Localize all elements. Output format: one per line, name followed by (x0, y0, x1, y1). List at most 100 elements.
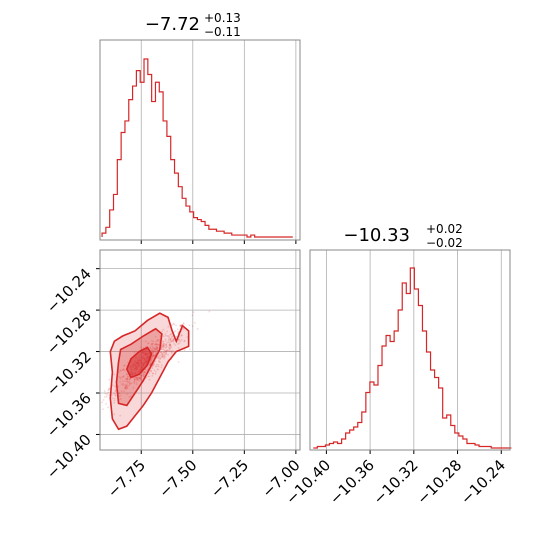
scatter-point (165, 342, 168, 344)
scatter-point (162, 342, 165, 345)
contour-outer-line (109, 312, 190, 431)
scatter-point (133, 378, 136, 381)
scatter-point (173, 323, 175, 326)
scatter-point (169, 338, 172, 341)
hist-1-frame (99, 39, 301, 241)
scatter-point (170, 337, 172, 340)
scatter-point (124, 369, 126, 372)
scatter-point (169, 333, 172, 336)
scatter-point (160, 348, 163, 351)
scatter-point (151, 339, 153, 342)
scatter-point (125, 373, 128, 375)
scatter-point (164, 334, 167, 337)
scatter-point (162, 346, 165, 349)
scatter-point (166, 349, 169, 352)
scatter-point (154, 365, 157, 368)
scatter-point (138, 377, 141, 380)
scatter-point (124, 384, 127, 387)
scatter-point (180, 334, 183, 337)
scatter-point (157, 359, 160, 362)
scatter-point (129, 382, 131, 385)
scatter-point (145, 340, 147, 343)
scatter-point (153, 343, 156, 346)
scatter-point (111, 384, 114, 387)
scatter-point (157, 368, 160, 371)
scatter-point (140, 374, 143, 377)
scatter-point (153, 350, 156, 353)
scatter-point (135, 378, 138, 381)
scatter-point (149, 345, 152, 348)
scatter-point (113, 373, 116, 376)
scatter-point (133, 351, 136, 354)
scatter-point (170, 333, 173, 335)
scatter-point (169, 339, 172, 342)
scatter-point (106, 392, 109, 395)
scatter-point (128, 384, 130, 387)
scatter-y-ticks: −10.24−10.28−10.32−10.36−10.40 (43, 265, 100, 483)
scatter-point (164, 351, 166, 354)
scatter-point (169, 343, 171, 346)
scatter-point (124, 377, 127, 380)
scatter-point (188, 324, 191, 327)
scatter-point (125, 388, 127, 390)
panel-hist-2: −10.33 +0.02 −0.02 −10.40−10.36−10.32−10… (282, 222, 512, 508)
scatter-point (119, 397, 122, 400)
scatter-point (126, 381, 129, 384)
scatter-point (166, 335, 169, 337)
scatter-point (151, 358, 154, 361)
scatter-point (169, 344, 172, 346)
scatter-point (128, 396, 131, 399)
scatter-point (161, 345, 163, 348)
scatter-point (121, 376, 124, 378)
scatter-point (140, 375, 143, 378)
scatter-point (156, 348, 159, 351)
scatter-point (106, 393, 108, 396)
scatter-point (113, 413, 116, 416)
scatter-point (103, 396, 106, 398)
scatter-y-tick-label: −10.28 (43, 306, 95, 358)
scatter-point (156, 346, 158, 348)
scatter-point (178, 338, 180, 341)
scatter-point (113, 397, 116, 400)
scatter-point (159, 354, 162, 357)
scatter-point (127, 380, 130, 383)
contour-inner-line (125, 346, 153, 379)
scatter-point (163, 354, 166, 357)
scatter-point (126, 384, 129, 387)
scatter-point (141, 374, 144, 377)
scatter-point (114, 394, 117, 397)
scatter-point (178, 335, 181, 338)
scatter-point (180, 334, 183, 337)
scatter-point (98, 387, 100, 389)
scatter-point (160, 366, 163, 369)
scatter-point (177, 339, 180, 342)
scatter-point (94, 396, 96, 398)
scatter-point (182, 328, 185, 330)
scatter-point (158, 360, 161, 363)
scatter-point (132, 386, 135, 389)
scatter-point (135, 376, 138, 379)
scatter-point (156, 343, 159, 346)
scatter-point (171, 339, 174, 342)
scatter-point (124, 387, 126, 390)
scatter-point (135, 381, 138, 384)
scatter-point (143, 370, 146, 373)
scatter-point (172, 340, 175, 343)
scatter-point (158, 340, 161, 343)
scatter-point (164, 339, 167, 342)
scatter-point (102, 408, 104, 411)
scatter-point (157, 355, 159, 358)
scatter-point (179, 324, 182, 327)
scatter-point (124, 387, 127, 389)
scatter-point (168, 341, 171, 344)
scatter-point (182, 322, 185, 325)
scatter-point (171, 323, 173, 326)
scatter-point (122, 384, 125, 387)
scatter-point (183, 339, 186, 342)
scatter-point (155, 343, 157, 345)
scatter-point (191, 325, 194, 328)
scatter-point (118, 398, 121, 401)
scatter-point (128, 382, 131, 384)
scatter-point (165, 352, 168, 355)
scatter-point (140, 374, 142, 377)
